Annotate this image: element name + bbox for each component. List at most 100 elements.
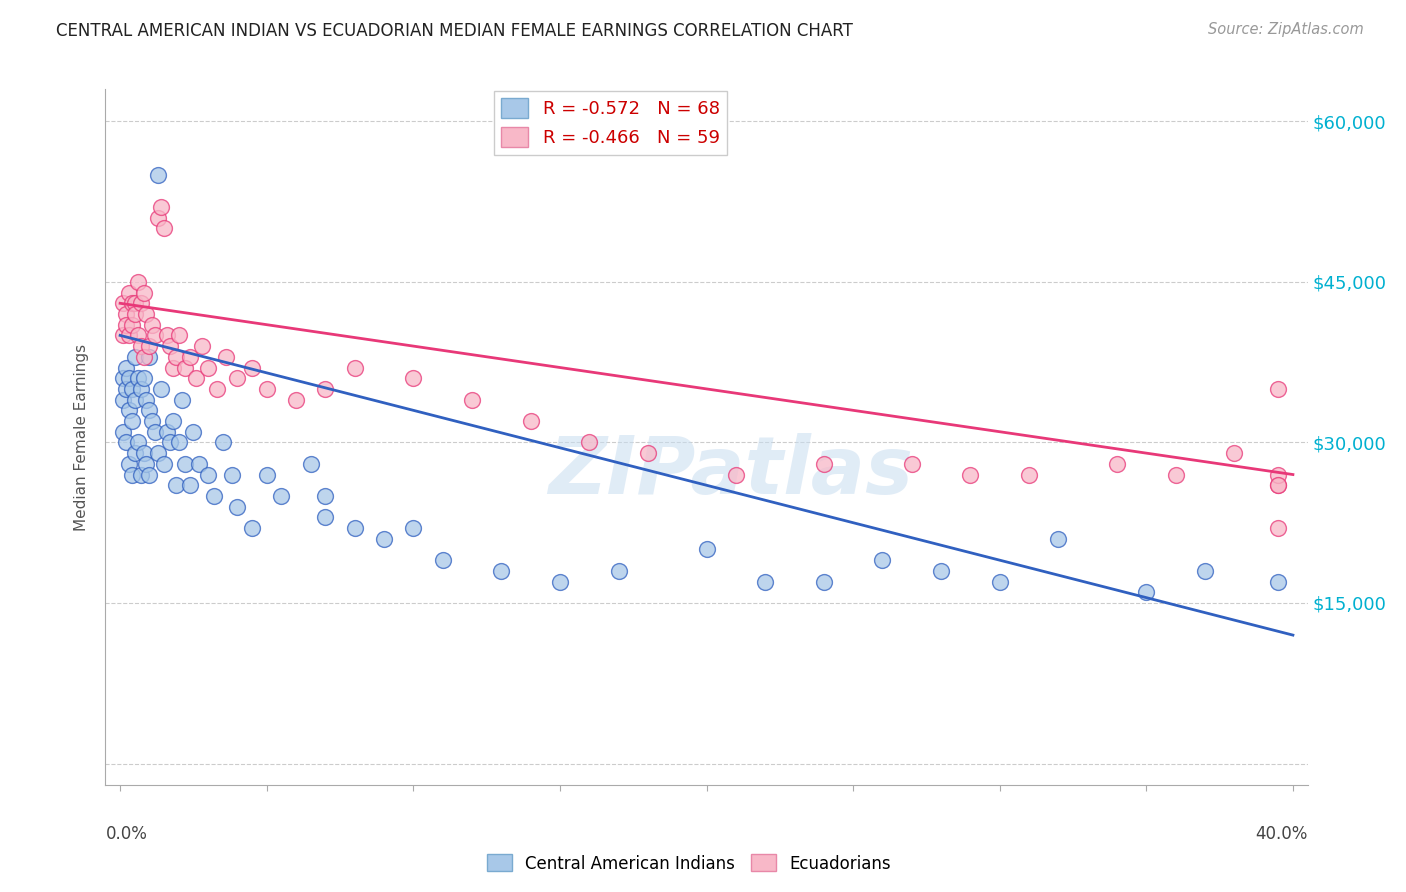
Point	[159, 339, 181, 353]
Point	[165, 350, 187, 364]
Point	[121, 382, 143, 396]
Point	[127, 435, 149, 450]
Point	[179, 350, 201, 364]
Point	[900, 457, 922, 471]
Point	[148, 211, 170, 225]
Point	[121, 467, 143, 482]
Point	[138, 339, 160, 353]
Point	[132, 285, 155, 300]
Point	[343, 521, 366, 535]
Point	[197, 360, 219, 375]
Point	[202, 489, 225, 503]
Point	[148, 446, 170, 460]
Point	[167, 328, 190, 343]
Point	[115, 435, 138, 450]
Point	[1018, 467, 1040, 482]
Legend: R = -0.572   N = 68, R = -0.466   N = 59: R = -0.572 N = 68, R = -0.466 N = 59	[494, 91, 727, 154]
Point	[724, 467, 747, 482]
Point	[165, 478, 187, 492]
Point	[138, 467, 160, 482]
Point	[1194, 564, 1216, 578]
Point	[754, 574, 776, 589]
Point	[118, 371, 141, 385]
Point	[256, 467, 278, 482]
Point	[1267, 467, 1289, 482]
Point	[1267, 478, 1289, 492]
Point	[221, 467, 243, 482]
Point	[129, 339, 152, 353]
Point	[813, 574, 835, 589]
Point	[127, 328, 149, 343]
Point	[240, 521, 263, 535]
Point	[121, 296, 143, 310]
Point	[1267, 521, 1289, 535]
Point	[548, 574, 571, 589]
Point	[115, 307, 138, 321]
Point	[211, 435, 233, 450]
Point	[162, 414, 184, 428]
Point	[129, 382, 152, 396]
Point	[173, 457, 195, 471]
Point	[226, 500, 249, 514]
Y-axis label: Median Female Earnings: Median Female Earnings	[75, 343, 90, 531]
Point	[373, 532, 395, 546]
Point	[129, 467, 152, 482]
Point	[129, 296, 152, 310]
Point	[132, 371, 155, 385]
Point	[143, 328, 166, 343]
Point	[156, 425, 179, 439]
Point	[491, 564, 513, 578]
Point	[118, 457, 141, 471]
Point	[1047, 532, 1070, 546]
Point	[226, 371, 249, 385]
Point	[124, 446, 146, 460]
Point	[432, 553, 454, 567]
Point	[148, 168, 170, 182]
Point	[135, 457, 157, 471]
Point	[112, 425, 135, 439]
Point	[124, 392, 146, 407]
Point	[205, 382, 228, 396]
Point	[143, 425, 166, 439]
Text: ZIPatlas: ZIPatlas	[548, 433, 912, 511]
Point	[150, 382, 173, 396]
Point	[256, 382, 278, 396]
Point	[270, 489, 292, 503]
Point	[578, 435, 600, 450]
Point	[1105, 457, 1128, 471]
Point	[141, 414, 163, 428]
Point	[124, 350, 146, 364]
Point	[138, 350, 160, 364]
Point	[929, 564, 952, 578]
Point	[402, 371, 425, 385]
Point	[461, 392, 484, 407]
Point	[112, 371, 135, 385]
Point	[872, 553, 894, 567]
Point	[696, 542, 718, 557]
Point	[167, 435, 190, 450]
Point	[124, 307, 146, 321]
Point	[112, 392, 135, 407]
Point	[314, 510, 336, 524]
Point	[173, 360, 195, 375]
Point	[135, 307, 157, 321]
Point	[197, 467, 219, 482]
Point	[1223, 446, 1246, 460]
Point	[118, 328, 141, 343]
Point	[135, 392, 157, 407]
Point	[1164, 467, 1187, 482]
Point	[1267, 478, 1289, 492]
Point	[299, 457, 322, 471]
Point	[159, 435, 181, 450]
Point	[138, 403, 160, 417]
Text: 0.0%: 0.0%	[105, 825, 148, 843]
Point	[153, 221, 176, 235]
Point	[115, 318, 138, 332]
Point	[127, 371, 149, 385]
Point	[170, 392, 193, 407]
Point	[132, 446, 155, 460]
Point	[118, 403, 141, 417]
Point	[214, 350, 236, 364]
Point	[988, 574, 1011, 589]
Point	[112, 328, 135, 343]
